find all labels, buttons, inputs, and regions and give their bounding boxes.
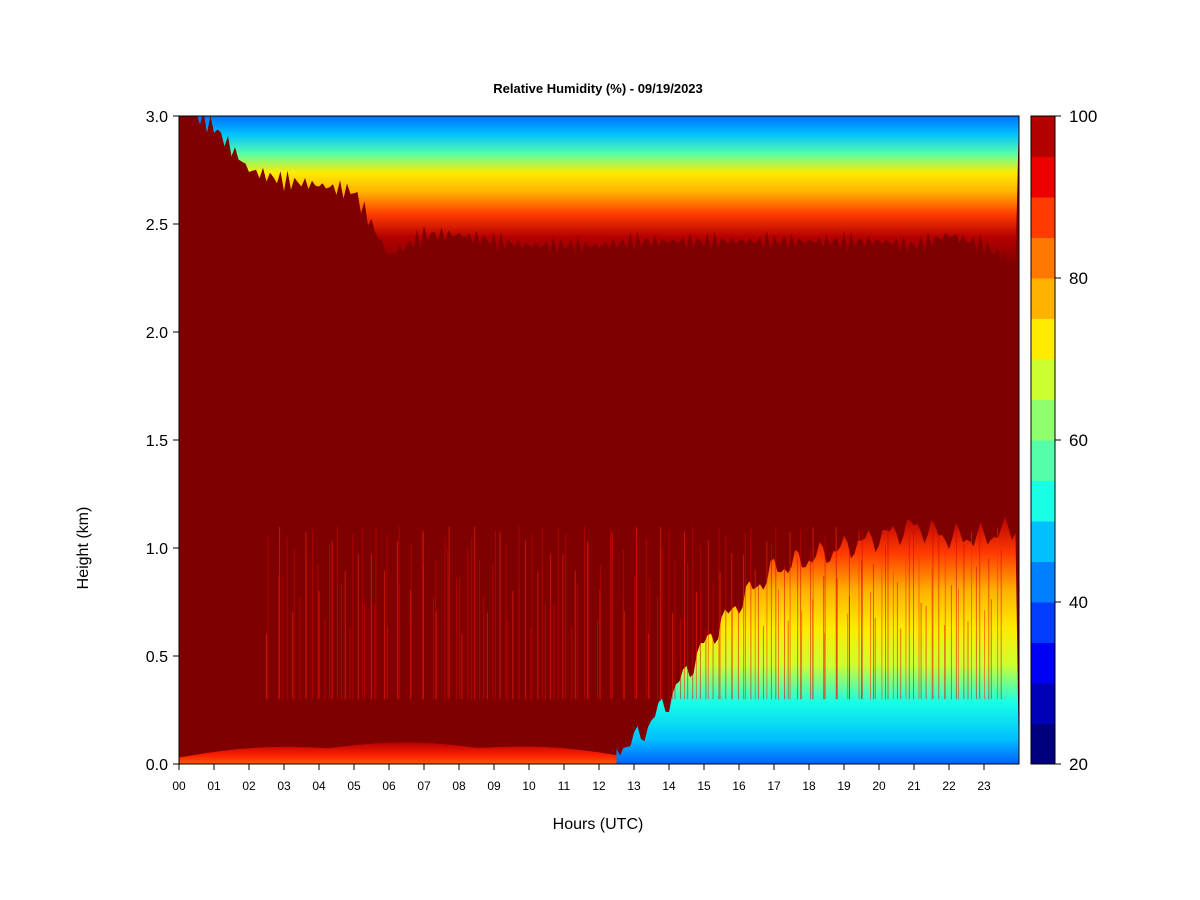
x-tick-label: 19 bbox=[837, 779, 851, 793]
x-tick-label: 16 bbox=[732, 779, 746, 793]
chart-title: Relative Humidity (%) - 09/19/2023 bbox=[493, 81, 703, 96]
x-tick-label: 18 bbox=[802, 779, 816, 793]
x-tick-label: 22 bbox=[942, 779, 956, 793]
x-tick-label: 09 bbox=[487, 779, 501, 793]
x-axis-label: Hours (UTC) bbox=[553, 816, 644, 833]
colorbar-segment bbox=[1031, 278, 1055, 319]
colorbar-segment bbox=[1031, 237, 1055, 279]
x-tick-label: 14 bbox=[662, 779, 676, 793]
y-tick-label: 1.0 bbox=[146, 541, 168, 558]
x-tick-label: 07 bbox=[417, 779, 431, 793]
x-tick-label: 15 bbox=[697, 779, 711, 793]
x-tick-label: 06 bbox=[382, 779, 396, 793]
colorbar-segment bbox=[1031, 683, 1055, 724]
colorbar-segment bbox=[1031, 156, 1055, 198]
x-tick-label: 03 bbox=[277, 779, 291, 793]
x-tick-label: 02 bbox=[242, 779, 256, 793]
colorbar-segment bbox=[1031, 723, 1055, 765]
y-tick-label: 2.5 bbox=[146, 217, 168, 234]
x-tick-label: 23 bbox=[977, 779, 991, 793]
colorbar-segment bbox=[1031, 116, 1055, 157]
colorbar-segment bbox=[1031, 561, 1055, 603]
y-tick-label: 0.0 bbox=[146, 757, 168, 774]
colorbar-tick-label: 60 bbox=[1069, 431, 1088, 450]
x-tick-label: 11 bbox=[558, 779, 571, 793]
x-tick-label: 12 bbox=[592, 779, 606, 793]
x-tick-label: 00 bbox=[172, 779, 186, 793]
colorbar-segment bbox=[1031, 602, 1055, 643]
y-axis-label: Height (km) bbox=[75, 507, 92, 590]
colorbar-segment bbox=[1031, 359, 1055, 400]
colorbar-tick-label: 80 bbox=[1069, 269, 1088, 288]
x-tick-label: 08 bbox=[452, 779, 466, 793]
colorbar-tick-label: 40 bbox=[1069, 593, 1088, 612]
colorbar-segment bbox=[1031, 480, 1055, 522]
upper-dry-layer bbox=[179, 116, 1019, 266]
x-tick-label: 13 bbox=[627, 779, 641, 793]
x-tick-label: 10 bbox=[522, 779, 536, 793]
y-tick-label: 1.5 bbox=[146, 433, 168, 450]
x-tick-label: 20 bbox=[872, 779, 886, 793]
x-tick-label: 01 bbox=[207, 779, 221, 793]
colorbar-segment bbox=[1031, 440, 1055, 481]
colorbar: 20 40 60 80 100 bbox=[1030, 107, 1097, 774]
x-axis: 00 01 02 03 04 05 06 07 08 09 10 11 12 13 14 15 16 17 18 19… bbox=[172, 764, 991, 793]
y-tick-label: 2.0 bbox=[146, 325, 168, 342]
colorbar-tick-label: 20 bbox=[1069, 755, 1088, 774]
plot-area bbox=[179, 116, 1019, 764]
colorbar-segment bbox=[1031, 521, 1055, 562]
boundary-layer-dry bbox=[616, 516, 1019, 764]
colorbar-segment bbox=[1031, 399, 1055, 441]
x-tick-label: 21 bbox=[907, 779, 921, 793]
x-tick-label: 17 bbox=[767, 779, 781, 793]
x-tick-label: 05 bbox=[347, 779, 361, 793]
y-tick-label: 0.5 bbox=[146, 649, 168, 666]
surface-night-layer bbox=[179, 742, 687, 764]
x-tick-label: 04 bbox=[312, 779, 326, 793]
y-axis: 0.0 0.5 1.0 1.5 2.0 2.5 3.0 bbox=[146, 109, 179, 774]
y-tick-label: 3.0 bbox=[146, 109, 168, 126]
colorbar-segment bbox=[1031, 642, 1055, 684]
colorbar-segment bbox=[1031, 197, 1055, 238]
streaks bbox=[266, 526, 1002, 700]
colorbar-segment bbox=[1031, 318, 1055, 360]
colorbar-tick-label: 100 bbox=[1069, 107, 1097, 126]
